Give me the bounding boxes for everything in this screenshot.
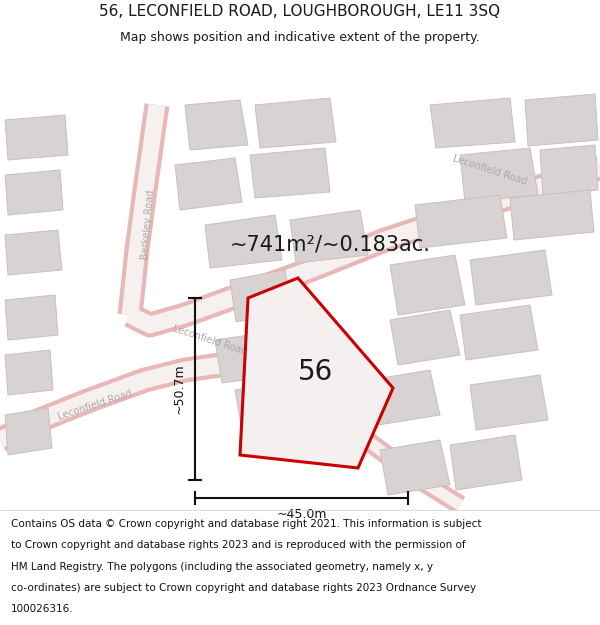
Text: ~741m²/~0.183ac.: ~741m²/~0.183ac. [230, 235, 430, 255]
Polygon shape [525, 94, 598, 146]
Polygon shape [250, 148, 330, 198]
Polygon shape [460, 148, 538, 202]
Polygon shape [5, 170, 63, 215]
Text: Berkeley Road: Berkeley Road [140, 189, 156, 261]
Polygon shape [5, 408, 52, 455]
Polygon shape [215, 332, 278, 383]
Polygon shape [5, 115, 68, 160]
Polygon shape [370, 370, 440, 425]
Polygon shape [5, 350, 53, 395]
Polygon shape [5, 230, 62, 275]
Polygon shape [290, 210, 368, 263]
Text: to Crown copyright and database rights 2023 and is reproduced with the permissio: to Crown copyright and database rights 2… [11, 541, 466, 551]
Text: ~45.0m: ~45.0m [276, 508, 327, 521]
Polygon shape [185, 100, 248, 150]
Text: 56: 56 [298, 358, 333, 386]
Polygon shape [470, 250, 552, 305]
Polygon shape [380, 440, 450, 495]
Polygon shape [5, 295, 58, 340]
Text: Leconfield Road: Leconfield Road [172, 323, 248, 357]
Text: Map shows position and indicative extent of the property.: Map shows position and indicative extent… [120, 31, 480, 44]
Polygon shape [460, 305, 538, 360]
Polygon shape [450, 435, 522, 490]
Polygon shape [430, 98, 515, 148]
Text: 56, LECONFIELD ROAD, LOUGHBOROUGH, LE11 3SQ: 56, LECONFIELD ROAD, LOUGHBOROUGH, LE11 … [100, 4, 500, 19]
Polygon shape [205, 215, 282, 268]
Polygon shape [415, 195, 507, 248]
Polygon shape [470, 375, 548, 430]
Polygon shape [390, 310, 460, 365]
Text: ~50.7m: ~50.7m [173, 364, 185, 414]
Text: Leconfield Road: Leconfield Road [56, 388, 133, 422]
Text: HM Land Registry. The polygons (including the associated geometry, namely x, y: HM Land Registry. The polygons (includin… [11, 562, 433, 572]
Polygon shape [540, 145, 598, 196]
Polygon shape [240, 278, 393, 468]
Text: 100026316.: 100026316. [11, 604, 73, 614]
Polygon shape [175, 158, 242, 210]
Polygon shape [255, 98, 336, 148]
Text: Leconfield Road: Leconfield Road [452, 153, 529, 187]
Text: co-ordinates) are subject to Crown copyright and database rights 2023 Ordnance S: co-ordinates) are subject to Crown copyr… [11, 583, 476, 593]
Polygon shape [390, 255, 465, 315]
Polygon shape [235, 380, 300, 435]
Polygon shape [230, 270, 292, 322]
Text: Contains OS data © Crown copyright and database right 2021. This information is : Contains OS data © Crown copyright and d… [11, 519, 481, 529]
Polygon shape [510, 190, 594, 240]
